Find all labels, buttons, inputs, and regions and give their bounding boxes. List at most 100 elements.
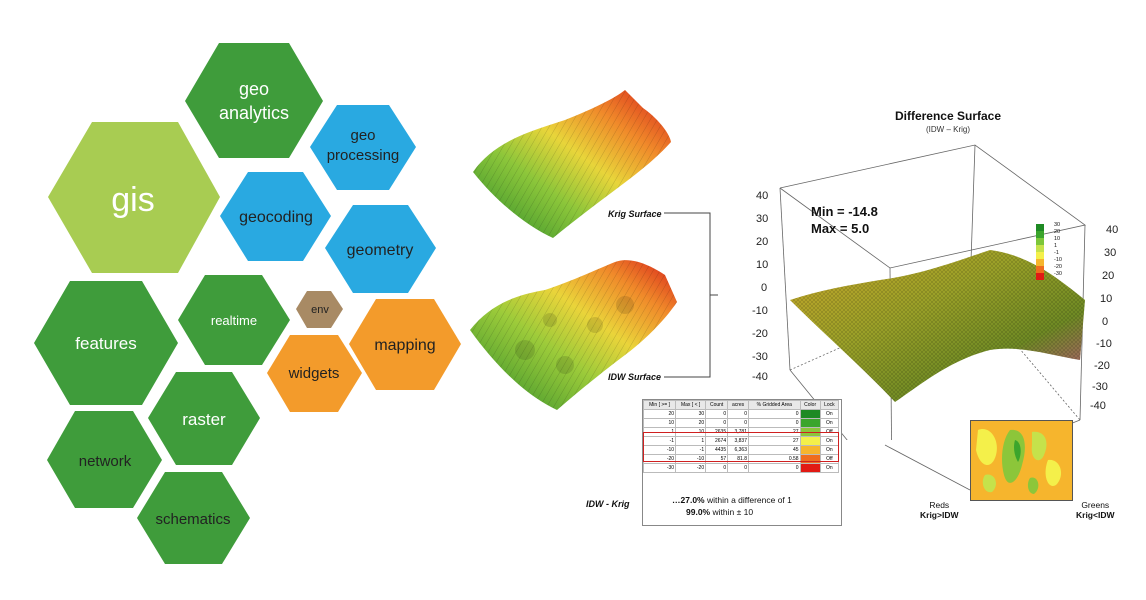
color-swatch: [1036, 273, 1044, 280]
table-cell-max: -20: [675, 463, 707, 473]
color-swatch: [1036, 238, 1044, 245]
reds-legend: Reds Krig>IDW: [920, 500, 959, 520]
summary2-pct: 99.0%: [686, 507, 711, 517]
left-tick: 20: [756, 236, 769, 248]
hex-gis-label: gis: [111, 181, 154, 219]
difference-surface: [790, 250, 1085, 402]
color-scale-label: 1: [1054, 243, 1058, 249]
difference-surface-subtitle: (IDW – Krig): [926, 125, 970, 134]
min-max-readout: Min = -14.8 Max = 5.0: [811, 203, 878, 237]
summary1-text: within a difference of 1: [704, 495, 792, 505]
hex-geo-analytics-label-1: geo: [239, 79, 269, 99]
hex-realtime[interactable]: realtime: [178, 275, 290, 365]
right-tick: -30: [1092, 381, 1108, 393]
right-tick: 10: [1100, 293, 1113, 305]
table-cell-acres: 0: [727, 463, 749, 473]
hex-env-label: env: [311, 304, 329, 316]
table-cell-lock[interactable]: On: [819, 418, 840, 428]
color-swatch: [1036, 252, 1044, 259]
reds-line1: Reds: [929, 500, 950, 510]
color-scale-label: 20: [1054, 229, 1061, 235]
table-cell-count: 0: [705, 463, 729, 473]
hex-raster[interactable]: raster: [148, 372, 260, 465]
hex-geo-analytics[interactable]: geo analytics: [185, 43, 323, 158]
table-cell-count: 0: [705, 418, 729, 428]
inset-pointer: [884, 444, 971, 491]
table-cell-min: -30: [642, 463, 677, 473]
hex-mapping[interactable]: mapping: [349, 299, 461, 390]
left-tick: 30: [756, 213, 769, 225]
table-cell-lock[interactable]: On: [819, 463, 840, 473]
table-cell-min: 10: [642, 418, 677, 428]
table-label: IDW - Krig: [586, 499, 630, 509]
difference-stats-table: Min [ >= ] Max [ < ] Count acres % Gridd…: [642, 399, 842, 526]
table-cell-max: 20: [675, 418, 707, 428]
hex-widgets[interactable]: widgets: [267, 335, 362, 412]
hex-features[interactable]: features: [34, 281, 178, 405]
right-tick: -10: [1096, 338, 1112, 350]
right-tick: -20: [1094, 360, 1110, 372]
hex-network[interactable]: network: [47, 411, 162, 508]
difference-surface-box: [779, 144, 1086, 440]
table-cell-min: 20: [642, 409, 677, 419]
krig-surface-label: Krig Surface: [608, 209, 662, 219]
capability-hexagons: gis geo analytics geo processing geocodi…: [34, 43, 461, 564]
reds-line2: Krig>IDW: [920, 510, 959, 520]
highlight-box: [643, 432, 839, 462]
summary2-text: within ± 10: [710, 507, 754, 517]
color-swatch: [1036, 245, 1044, 252]
surfaces-graphic: [470, 90, 677, 410]
right-tick: 20: [1102, 270, 1115, 282]
hex-geo-processing-label-2: processing: [327, 147, 400, 164]
hex-realtime-label: realtime: [211, 313, 257, 328]
header-max: Max [ < ]: [675, 400, 707, 410]
hex-geometry[interactable]: geometry: [325, 205, 436, 293]
table-cell-lock[interactable]: On: [819, 409, 840, 419]
header-count: Count: [705, 400, 729, 410]
difference-surface-title: Difference Surface: [894, 109, 1002, 123]
max-value: Max = 5.0: [811, 221, 870, 236]
hex-geocoding[interactable]: geocoding: [220, 172, 331, 261]
hex-schematics[interactable]: schematics: [137, 472, 250, 564]
header-color: Color: [799, 400, 821, 410]
hex-network-label: network: [79, 453, 132, 470]
table-cell-pct: 0: [748, 418, 801, 428]
hex-geometry-label: geometry: [347, 242, 414, 259]
idw-surface-label: IDW Surface: [608, 372, 662, 382]
min-value: Min = -14.8: [811, 204, 878, 219]
hex-geo-processing[interactable]: geo processing: [310, 105, 416, 190]
table-cell-color: [799, 463, 821, 473]
color-swatch: [1036, 266, 1044, 273]
right-tick: 0: [1102, 316, 1109, 328]
header-acres: acres: [727, 400, 749, 410]
color-swatch: [1036, 259, 1044, 266]
left-tick: 40: [756, 190, 769, 202]
color-scale-bar: [1036, 224, 1044, 280]
difference-map-inset: [970, 420, 1073, 501]
table-cell-acres: 0: [727, 418, 749, 428]
right-tick: -40: [1090, 400, 1106, 412]
table-row: 10 20 0 0 0 On: [642, 418, 840, 428]
hex-env[interactable]: env: [296, 291, 343, 328]
krig-surface: [473, 90, 671, 238]
table-row: 20 30 0 0 0 On: [642, 409, 840, 419]
color-swatch: [1036, 224, 1044, 231]
left-tick: -20: [752, 328, 768, 340]
color-scale-label: -20: [1054, 264, 1062, 270]
hex-gis[interactable]: gis: [48, 122, 220, 273]
table-cell-pct: 0: [748, 463, 801, 473]
idw-surface: [470, 260, 677, 410]
greens-line2: Krig<IDW: [1076, 510, 1115, 520]
table-summary: …27.0% within a difference of 1 99.0% wi…: [672, 494, 792, 518]
left-tick: -30: [752, 351, 768, 363]
color-scale-label: 10: [1054, 236, 1061, 242]
table-cell-color: [799, 418, 821, 428]
greens-legend: Greens Krig<IDW: [1076, 500, 1115, 520]
connector-lines: [664, 212, 718, 378]
color-swatch: [1036, 231, 1044, 238]
header-lock: Lock: [819, 400, 840, 410]
color-scale-label: -30: [1054, 271, 1062, 277]
hex-raster-label: raster: [182, 410, 226, 429]
right-tick: 40: [1106, 224, 1119, 236]
color-scale-label: -1: [1054, 250, 1059, 256]
